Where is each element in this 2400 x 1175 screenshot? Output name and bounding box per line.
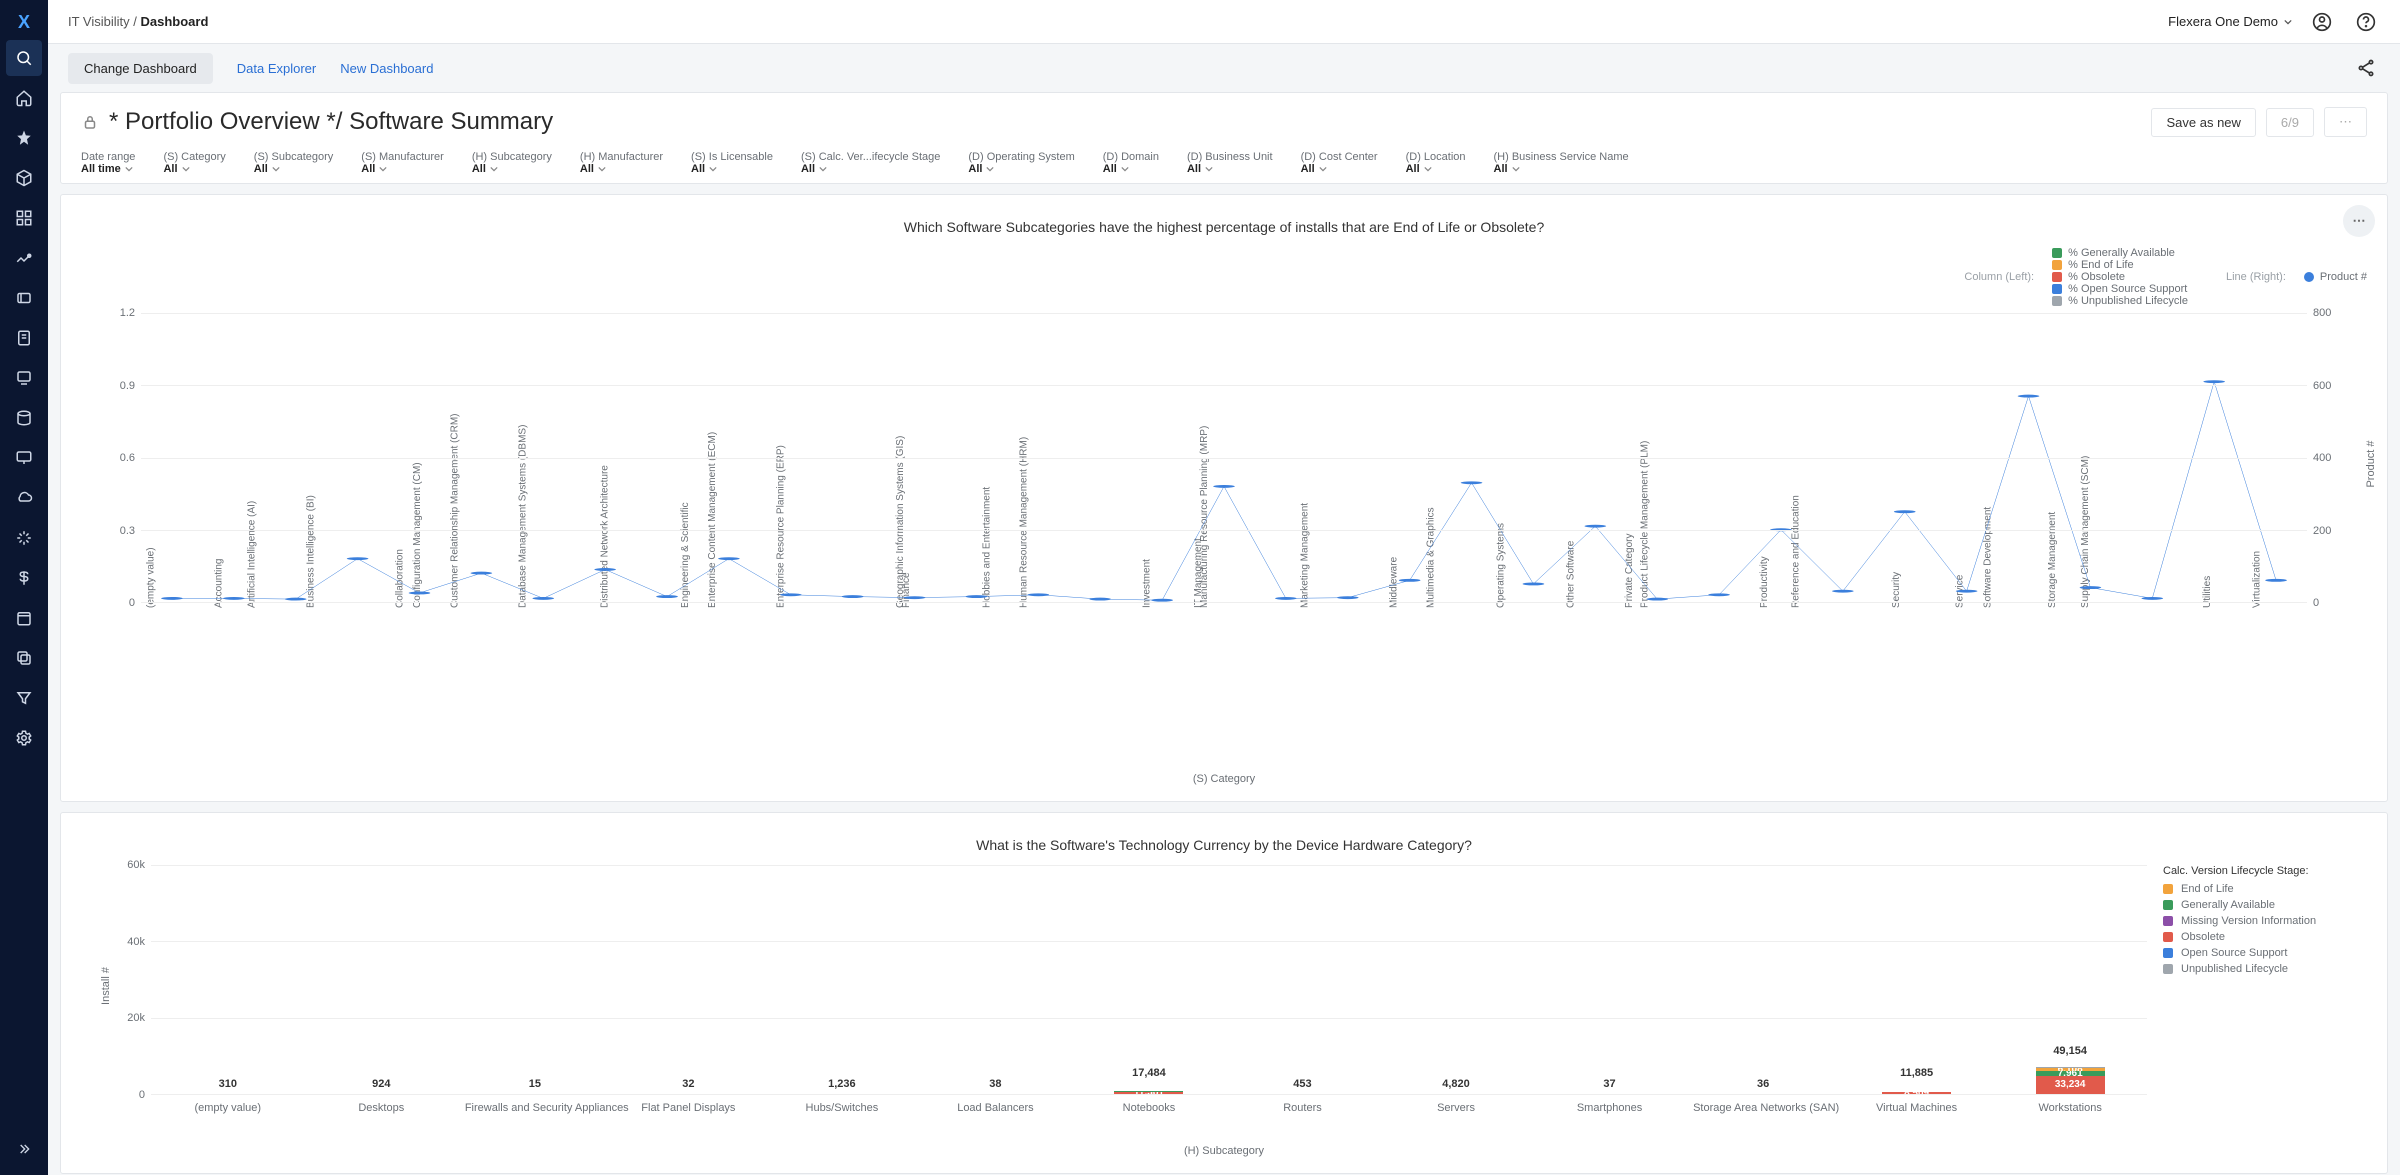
chart2-bar[interactable]: 310(empty value) xyxy=(151,865,305,1094)
filter--d-business-unit[interactable]: (D) Business UnitAll xyxy=(1187,151,1273,175)
save-as-new-button[interactable]: Save as new xyxy=(2151,108,2255,137)
filter--h-manufacturer[interactable]: (H) ManufacturerAll xyxy=(580,151,663,175)
chart1-yaxis-left: 00.30.60.91.2 xyxy=(81,313,141,603)
chart2-bar[interactable]: 17,48411,381Notebooks xyxy=(1072,865,1226,1094)
chart2-bar[interactable]: 49,15433,2347,9616,108Workstations xyxy=(1993,865,2147,1094)
nav-dollar[interactable] xyxy=(6,560,42,596)
more-button[interactable]: ⋯ xyxy=(2324,107,2367,137)
chart1-more-icon[interactable]: ⋯ xyxy=(2343,205,2375,237)
nav-copy[interactable] xyxy=(6,640,42,676)
breadcrumb: IT Visibility / Dashboard xyxy=(68,14,208,29)
filter--s-manufacturer[interactable]: (S) ManufacturerAll xyxy=(361,151,444,175)
chart1-title: Which Software Subcategories have the hi… xyxy=(81,219,2367,235)
help-icon[interactable] xyxy=(2352,8,2380,36)
breadcrumb-current: Dashboard xyxy=(141,14,209,29)
filters-row: Date rangeAll time (S) CategoryAll (S) S… xyxy=(81,151,2367,175)
chart1-yaxis-right: Product # 0200400600800 xyxy=(2307,313,2367,603)
chart2-bar[interactable]: 32Flat Panel Displays xyxy=(612,865,766,1094)
nav-calendar[interactable] xyxy=(6,600,42,636)
nav-cloud[interactable] xyxy=(6,480,42,516)
share-icon[interactable] xyxy=(2352,54,2380,82)
chart2-bar[interactable]: 4,820Servers xyxy=(1379,865,1533,1094)
sidebar-expand[interactable] xyxy=(6,1131,42,1167)
chart2-bar[interactable]: 453Routers xyxy=(1226,865,1380,1094)
filter--s-category[interactable]: (S) CategoryAll xyxy=(163,151,225,175)
chart2-bar[interactable]: 11,8858,509Virtual Machines xyxy=(1840,865,1994,1094)
chart2-bar[interactable]: 1,236Hubs/Switches xyxy=(765,865,919,1094)
topbar: IT Visibility / Dashboard Flexera One De… xyxy=(48,0,2400,44)
chart2-bar[interactable]: 37Smartphones xyxy=(1533,865,1687,1094)
filter--h-business-service-name[interactable]: (H) Business Service NameAll xyxy=(1494,151,1629,175)
nav-cube[interactable] xyxy=(6,160,42,196)
chart2-bar[interactable]: 36Storage Area Networks (SAN) xyxy=(1686,865,1840,1094)
filter--s-subcategory[interactable]: (S) SubcategoryAll xyxy=(254,151,333,175)
change-dashboard-button[interactable]: Change Dashboard xyxy=(68,53,213,84)
filter--h-subcategory[interactable]: (H) SubcategoryAll xyxy=(472,151,552,175)
filter--s-calc-ver-ifecycle-stage[interactable]: (S) Calc. Ver...ifecycle StageAll xyxy=(801,151,940,175)
filter--d-operating-system[interactable]: (D) Operating SystemAll xyxy=(968,151,1074,175)
user-icon[interactable] xyxy=(2308,8,2336,36)
chart2-bar[interactable]: 38Load Balancers xyxy=(919,865,1073,1094)
filter--s-is-licensable[interactable]: (S) Is LicensableAll xyxy=(691,151,773,175)
page-indicator-button[interactable]: 6/9 xyxy=(2266,108,2314,137)
nav-analytics[interactable] xyxy=(6,240,42,276)
chart2-yaxis: Install # 020k40k60k xyxy=(81,865,151,1095)
sidebar: X xyxy=(0,0,48,1175)
nav-device[interactable] xyxy=(6,360,42,396)
new-dashboard-link[interactable]: New Dashboard xyxy=(340,61,433,76)
chart1-plot: (empty value)AccountingArtificial Intell… xyxy=(141,313,2307,603)
chart2-title: What is the Software's Technology Curren… xyxy=(81,837,2367,853)
dashboard-header: * Portfolio Overview */ Software Summary… xyxy=(60,92,2388,184)
filter--d-domain[interactable]: (D) DomainAll xyxy=(1103,151,1159,175)
data-explorer-link[interactable]: Data Explorer xyxy=(237,61,316,76)
filter--d-cost-center[interactable]: (D) Cost CenterAll xyxy=(1301,151,1378,175)
logo: X xyxy=(10,8,38,36)
chart1-legend: Column (Left): % Generally Available% En… xyxy=(81,247,2367,307)
filter-date-range[interactable]: Date rangeAll time xyxy=(81,151,135,175)
sub-toolbar: Change Dashboard Data Explorer New Dashb… xyxy=(48,44,2400,92)
chart1-panel: ⋯ Which Software Subcategories have the … xyxy=(60,194,2388,802)
chart2-panel: What is the Software's Technology Curren… xyxy=(60,812,2388,1174)
chart2-xaxis-label: (H) Subcategory xyxy=(81,1145,2367,1157)
filter--d-location[interactable]: (D) LocationAll xyxy=(1406,151,1466,175)
nav-doc[interactable] xyxy=(6,320,42,356)
nav-db[interactable] xyxy=(6,400,42,436)
chart2-plot: 310(empty value)924Desktops15Firewalls a… xyxy=(151,865,2147,1095)
chart2-bar[interactable]: 15Firewalls and Security Appliances xyxy=(458,865,612,1094)
nav-sparkle[interactable] xyxy=(6,520,42,556)
nav-star[interactable] xyxy=(6,120,42,156)
nav-apps[interactable] xyxy=(6,200,42,236)
chart1-xaxis-label: (S) Category xyxy=(81,773,2367,785)
nav-monitor[interactable] xyxy=(6,440,42,476)
org-menu[interactable]: Flexera One Demo xyxy=(2168,14,2292,29)
lock-icon xyxy=(81,113,99,131)
nav-search[interactable] xyxy=(6,40,42,76)
nav-home[interactable] xyxy=(6,80,42,116)
dashboard-title: * Portfolio Overview */ Software Summary xyxy=(109,108,2141,136)
chart2-legend: Calc. Version Lifecycle Stage: End of Li… xyxy=(2147,865,2367,1095)
chart2-bar[interactable]: 924Desktops xyxy=(305,865,459,1094)
nav-filter[interactable] xyxy=(6,680,42,716)
breadcrumb-root: IT Visibility xyxy=(68,14,130,29)
nav-settings[interactable] xyxy=(6,720,42,756)
nav-layers[interactable] xyxy=(6,280,42,316)
